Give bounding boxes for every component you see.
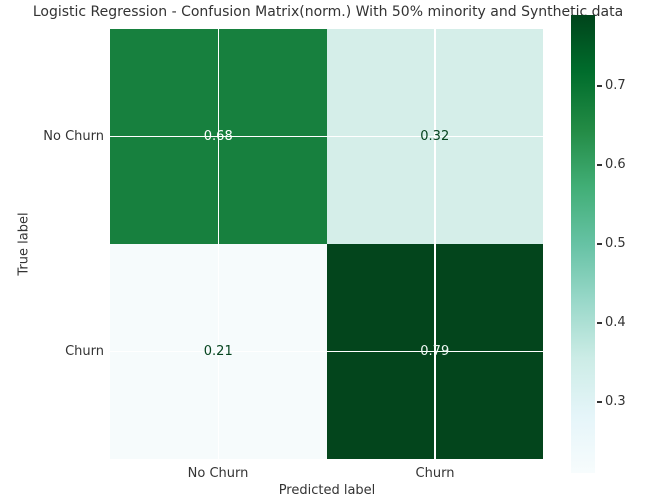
cell-value: 0.21 bbox=[203, 344, 233, 359]
y-tick-label-no-churn: No Churn bbox=[43, 129, 104, 144]
x-tick-label-churn: Churn bbox=[415, 466, 455, 481]
colorbar-tick-label: 0.6 bbox=[605, 157, 626, 172]
gridline-horizontal bbox=[110, 135, 543, 138]
colorbar-tick-mark bbox=[597, 85, 602, 87]
colorbar-tick-label: 0.3 bbox=[605, 394, 626, 409]
cell-value: 0.68 bbox=[203, 129, 233, 144]
colorbar-tick-label: 0.4 bbox=[605, 315, 626, 330]
gridline-vertical bbox=[217, 29, 220, 459]
y-axis-label: True label bbox=[16, 212, 32, 276]
colorbar-tick-label: 0.5 bbox=[605, 236, 626, 251]
cell-value: 0.79 bbox=[420, 344, 450, 359]
colorbar-tick-mark bbox=[597, 243, 602, 245]
colorbar-tick-mark bbox=[597, 322, 602, 324]
heatmap: 0.68 0.32 0.21 0.79 bbox=[110, 29, 543, 459]
colorbar-gradient bbox=[571, 15, 595, 473]
x-axis-label: Predicted label bbox=[278, 483, 376, 498]
x-tick-label-no-churn: No Churn bbox=[187, 466, 249, 481]
cell-value: 0.32 bbox=[420, 129, 450, 144]
gridline-vertical bbox=[434, 29, 436, 459]
chart-title: Logistic Regression - Confusion Matrix(n… bbox=[32, 4, 624, 20]
colorbar-tick-label: 0.7 bbox=[605, 78, 626, 93]
colorbar-tick-mark bbox=[597, 401, 602, 403]
y-tick-label-churn: Churn bbox=[65, 344, 104, 359]
colorbar-tick-mark bbox=[597, 164, 602, 166]
gridline-horizontal bbox=[110, 350, 543, 353]
